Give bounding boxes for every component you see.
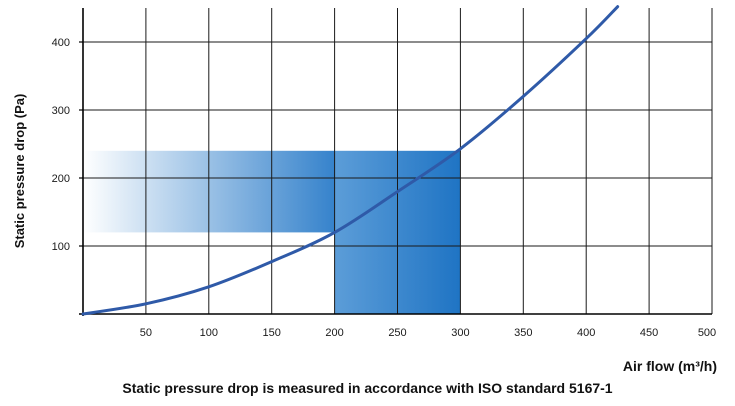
- x-tick-label: 500: [698, 327, 716, 339]
- tick-labels: 50 100 150 200 250 300 350 400 450 500 100 200 300 40…: [52, 37, 717, 339]
- y-tick-label: 300: [52, 105, 70, 117]
- x-tick-label: 100: [200, 327, 218, 339]
- axes: [79, 8, 712, 316]
- series: [81, 5, 620, 316]
- y-tick-label: 100: [52, 241, 70, 253]
- x-tick-label: 400: [577, 327, 595, 339]
- x-tick-label: 350: [514, 327, 532, 339]
- x-tick-label: 200: [325, 327, 343, 339]
- y-axis-label: Static pressure drop (Pa): [12, 94, 27, 249]
- x-tick-label: 450: [640, 327, 658, 339]
- grid-lines: [83, 8, 713, 314]
- y-tick-label: 200: [52, 173, 70, 185]
- x-axis-label: Air flow (m³/h): [622, 358, 717, 374]
- x-tick-label: 150: [263, 327, 281, 339]
- chart-caption: Static pressure drop is measured in acco…: [122, 380, 613, 396]
- x-tick-label: 50: [140, 327, 152, 339]
- x-tick-label: 250: [388, 327, 406, 339]
- y-tick-label: 400: [52, 37, 70, 49]
- series-line: [81, 5, 620, 316]
- x-tick-label: 300: [451, 327, 469, 339]
